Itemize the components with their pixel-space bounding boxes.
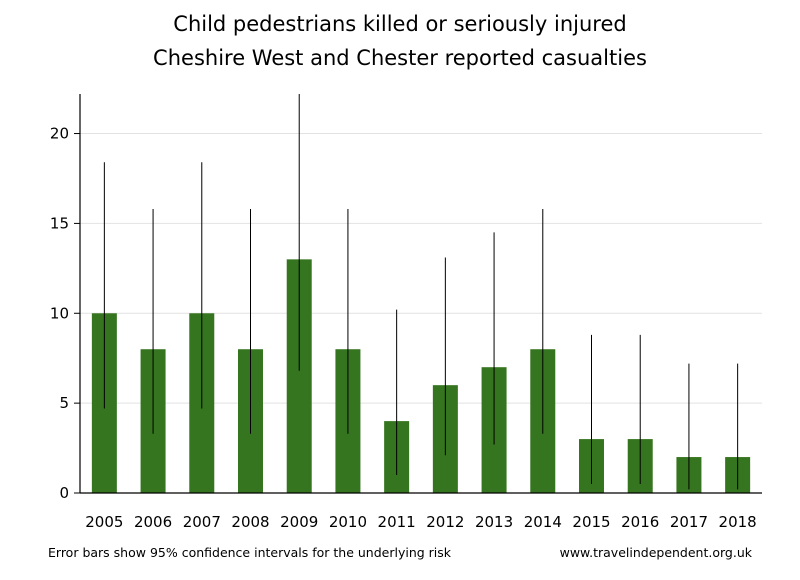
x-tick-label: 2017 [670,513,708,531]
x-tick-label: 2014 [524,513,562,531]
error-bar-note: Error bars show 95% confidence intervals… [48,545,452,560]
x-tick-label: 2011 [378,513,416,531]
y-axis-ticks: 0 5 10 15 20 [50,125,80,502]
y-tick-label: 15 [50,214,69,232]
x-tick-label: 2015 [572,513,610,531]
axes [79,94,762,494]
bars [91,259,751,493]
gridlines [80,133,762,404]
x-tick-label: 2009 [280,513,318,531]
x-axis-ticks: 2005 2006 2007 2008 2009 2010 2011 2012 2013 2014… [85,513,756,531]
bar-chart: 0 5 10 15 20 2005 2006 2007 2008 2009 2010 2011 201… [50,94,762,531]
source-url: www.travelindependent.org.uk [559,545,752,560]
y-tick-label: 20 [50,125,69,143]
chart-title: Child pedestrians killed or seriously in… [173,12,627,36]
chart-subtitle: Cheshire West and Chester reported casua… [153,46,647,70]
x-tick-label: 2007 [183,513,221,531]
y-tick-label: 0 [59,484,69,502]
x-tick-label: 2018 [719,513,757,531]
y-tick-label: 10 [50,304,69,322]
error-bars [103,94,739,490]
x-tick-label: 2006 [134,513,172,531]
y-tick-label: 5 [59,394,69,412]
x-tick-label: 2012 [426,513,464,531]
x-tick-label: 2016 [621,513,659,531]
x-tick-label: 2013 [475,513,513,531]
x-tick-label: 2008 [231,513,269,531]
x-tick-label: 2010 [329,513,367,531]
x-tick-label: 2005 [85,513,123,531]
